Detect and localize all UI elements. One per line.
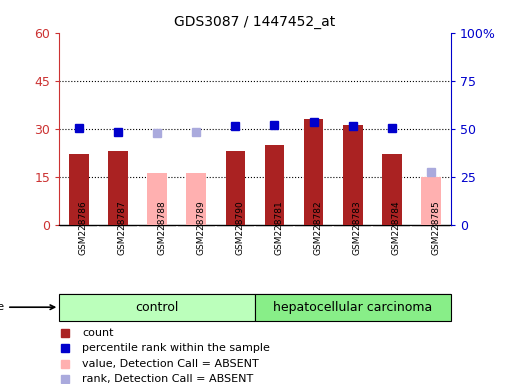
Text: value, Detection Call = ABSENT: value, Detection Call = ABSENT — [82, 359, 259, 369]
Text: GSM228782: GSM228782 — [314, 201, 322, 255]
Text: GSM228786: GSM228786 — [79, 201, 88, 255]
Text: count: count — [82, 328, 114, 338]
Bar — [343, 126, 363, 225]
Text: hepatocellular carcinoma: hepatocellular carcinoma — [273, 301, 433, 314]
Bar — [147, 174, 167, 225]
Text: control: control — [135, 301, 179, 314]
Title: GDS3087 / 1447452_at: GDS3087 / 1447452_at — [174, 15, 336, 29]
Bar — [255, 294, 451, 321]
Bar — [59, 294, 255, 321]
Text: rank, Detection Call = ABSENT: rank, Detection Call = ABSENT — [82, 374, 253, 384]
Text: GSM228785: GSM228785 — [431, 201, 440, 255]
Text: GSM228790: GSM228790 — [235, 201, 244, 255]
Bar — [421, 177, 441, 225]
Text: GSM228788: GSM228788 — [157, 201, 166, 255]
Bar — [226, 151, 245, 225]
Bar — [304, 119, 323, 225]
Text: GSM228787: GSM228787 — [118, 201, 127, 255]
Text: GSM228789: GSM228789 — [196, 201, 205, 255]
Bar — [265, 145, 284, 225]
Bar — [69, 154, 89, 225]
Text: GSM228783: GSM228783 — [353, 201, 362, 255]
Bar — [186, 174, 206, 225]
Text: GSM228784: GSM228784 — [392, 201, 401, 255]
Text: percentile rank within the sample: percentile rank within the sample — [82, 343, 270, 353]
Bar — [382, 154, 402, 225]
Bar — [108, 151, 128, 225]
Text: disease state: disease state — [0, 302, 55, 312]
Text: GSM228781: GSM228781 — [274, 201, 283, 255]
